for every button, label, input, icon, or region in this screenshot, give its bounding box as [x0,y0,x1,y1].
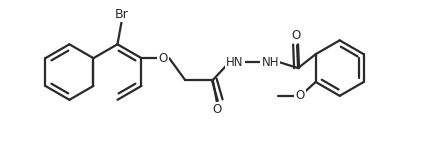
Text: HN: HN [226,56,244,69]
Text: O: O [212,103,221,116]
Text: O: O [159,52,168,65]
Text: O: O [295,89,304,102]
Text: O: O [291,29,301,42]
Text: NH: NH [261,56,279,69]
Text: Br: Br [114,8,128,21]
